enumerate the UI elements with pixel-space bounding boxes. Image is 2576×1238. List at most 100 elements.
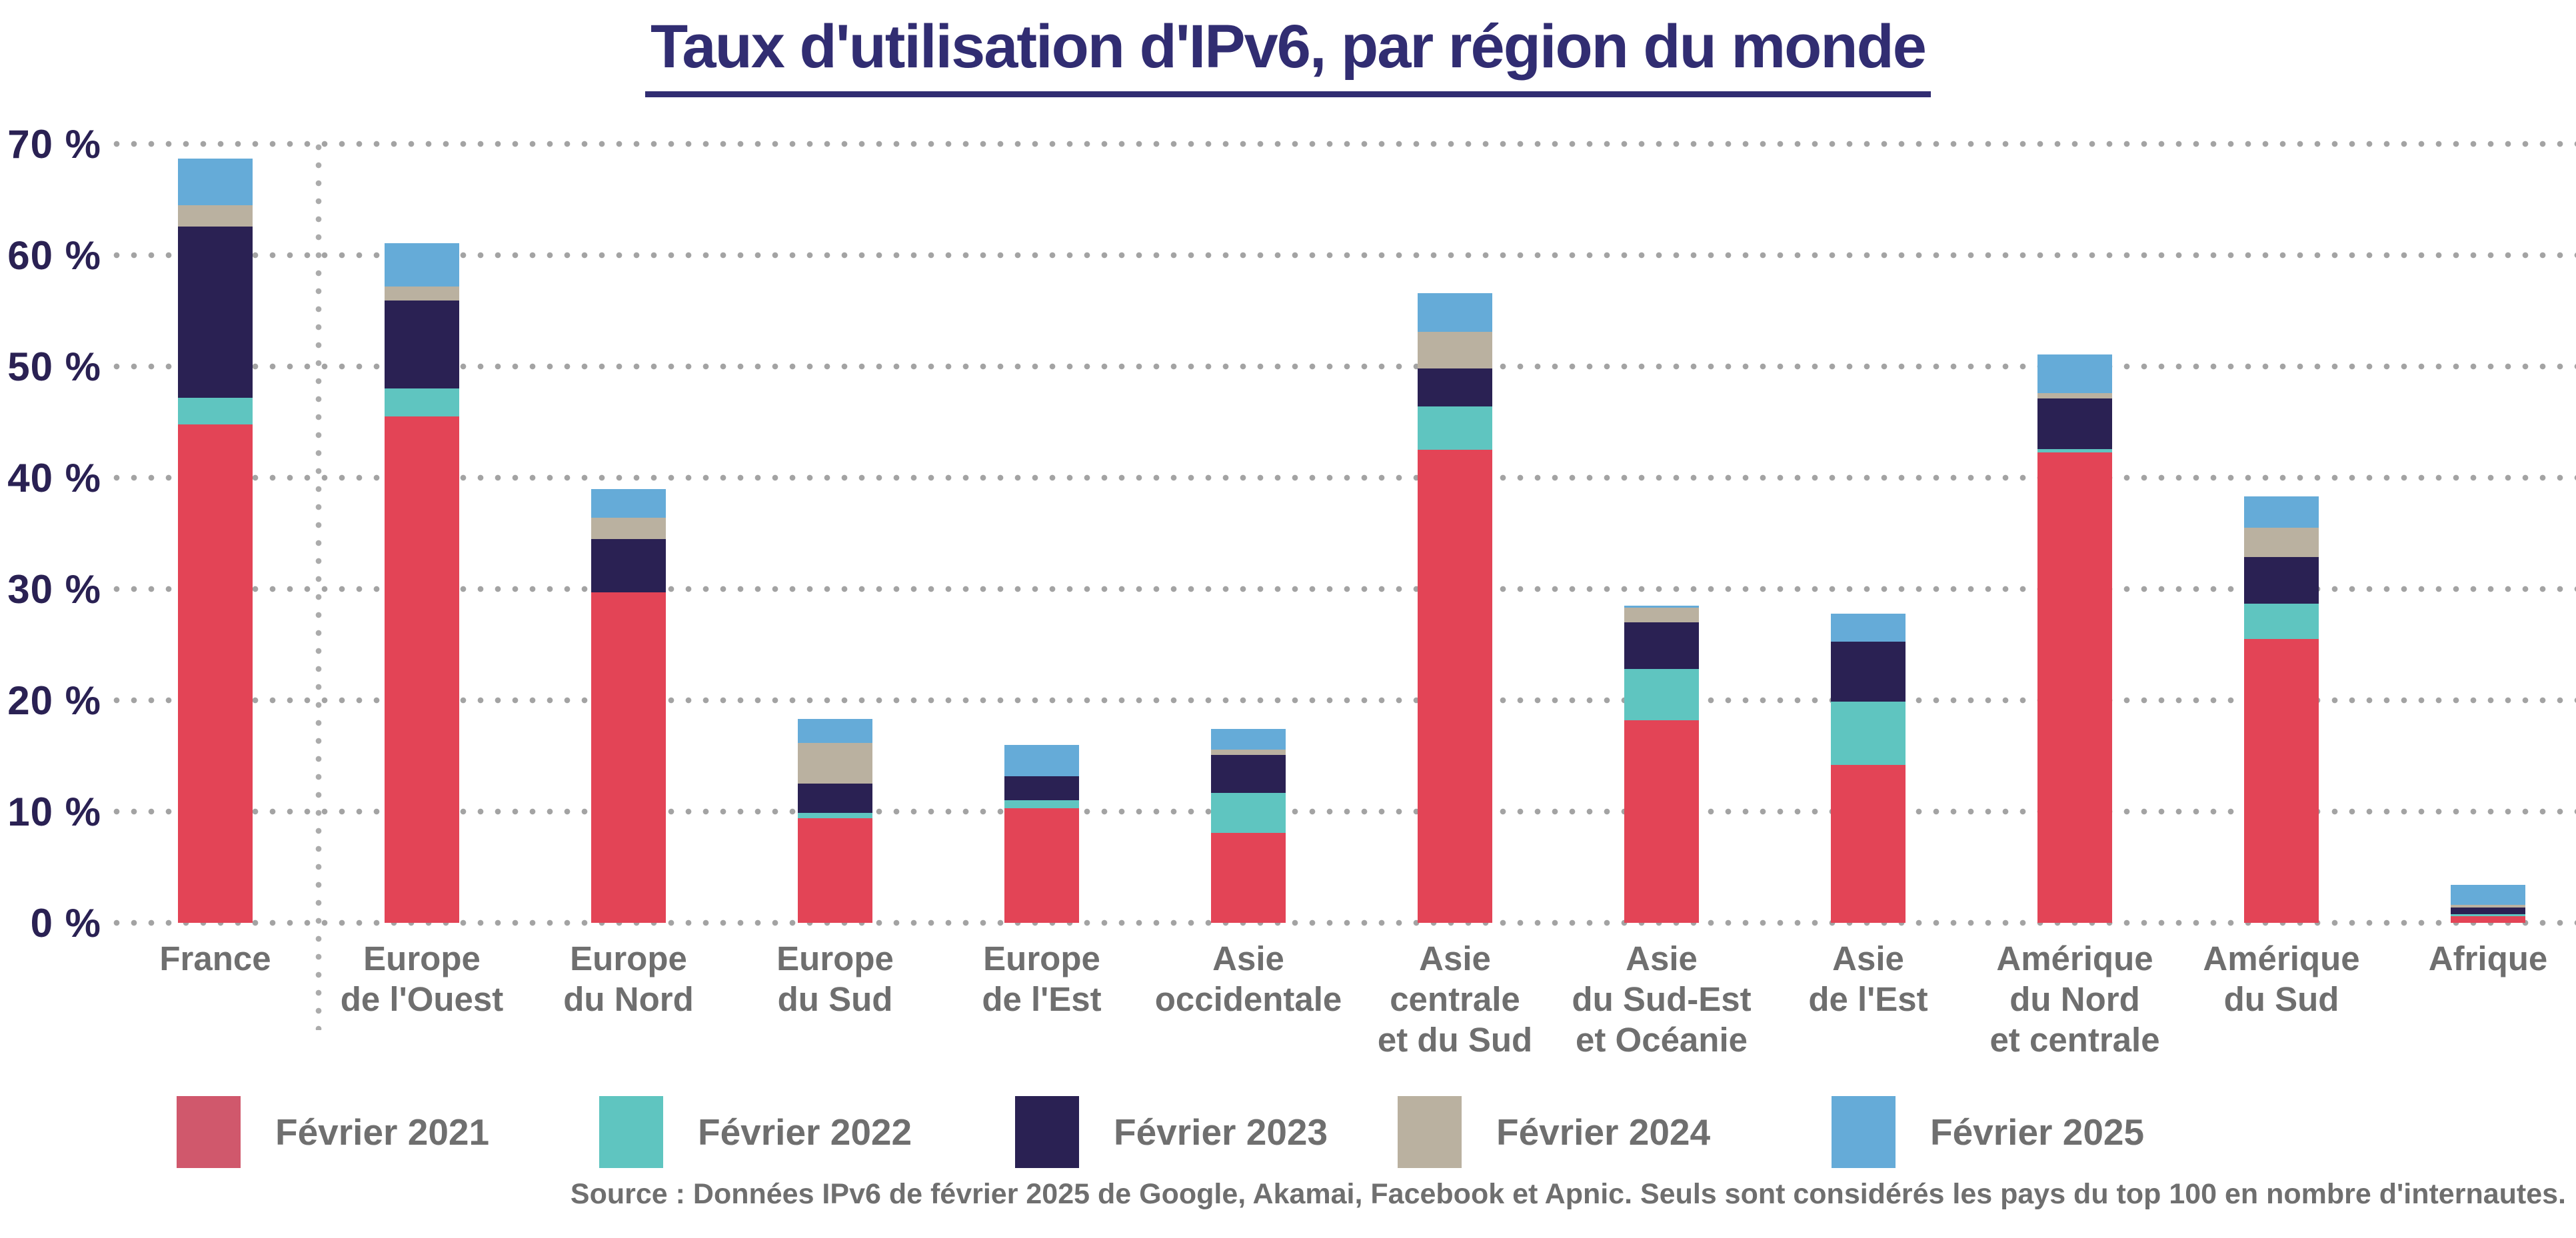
bar-segment <box>1418 332 1492 369</box>
bar-europe-du-nord <box>591 488 666 923</box>
bar-segment <box>2037 398 2112 449</box>
bar-afrique <box>2451 885 2525 923</box>
legend-item: Février 2025 <box>1832 1096 2144 1168</box>
x-axis-label-line: et Océanie <box>1576 1021 1748 1059</box>
legend-swatch <box>1832 1096 1896 1168</box>
gridline-50 <box>113 363 2576 370</box>
legend-swatch <box>1015 1096 1079 1168</box>
y-tick-label: 60 % <box>7 233 101 278</box>
bar-segment <box>1211 832 1286 923</box>
bar-segment <box>178 397 253 424</box>
legend-item: Février 2021 <box>177 1096 489 1168</box>
x-axis-label-line: Asie <box>1626 939 1698 977</box>
x-axis-label-line: du Nord <box>563 980 694 1018</box>
bar-segment <box>1004 800 1079 808</box>
bar-segment <box>1624 669 1699 721</box>
bar-segment <box>178 158 253 205</box>
bar-segment <box>385 388 459 417</box>
y-tick-label: 50 % <box>7 344 101 389</box>
x-axis-label-line: Europe <box>363 939 481 977</box>
bar-segment <box>2451 885 2525 906</box>
bar-segment <box>1418 406 1492 450</box>
bar-segment <box>2037 393 2112 399</box>
bar-segment <box>1831 641 1906 702</box>
x-axis-label: Afrique <box>2385 938 2576 979</box>
x-axis-label-line: occidentale <box>1154 980 1342 1018</box>
bar-segment <box>1004 744 1079 776</box>
bar-france <box>178 158 253 923</box>
bar-segment <box>1831 613 1906 642</box>
bar-segment <box>2451 905 2525 908</box>
bar-segment <box>1624 608 1699 623</box>
bar-segment <box>2244 528 2319 557</box>
y-tick-label: 0 % <box>30 901 101 945</box>
x-axis-label-line: de l'Ouest <box>340 980 504 1018</box>
gridline-60 <box>113 252 2576 259</box>
x-axis-label-line: Amérique <box>2203 939 2360 977</box>
bar-asie-occidentale <box>1211 729 1286 923</box>
bar-segment <box>1211 754 1286 793</box>
bar-segment <box>1624 622 1699 670</box>
x-axis-label: Europe de l'Est <box>938 938 1145 1019</box>
y-tick-label: 70 % <box>7 122 101 167</box>
x-axis-label-line: et du Sud <box>1377 1021 1533 1059</box>
bar-segment <box>591 488 666 518</box>
x-axis-label: Asie du Sud-Est et Océanie <box>1558 938 1765 1060</box>
bar-am-rique-du-nord-et-centrale <box>2037 354 2112 923</box>
legend-label: Février 2025 <box>1930 1111 2145 1153</box>
bar-segment <box>2244 639 2319 923</box>
bar-asie-du-sud-est-et-oc-anie <box>1624 606 1699 923</box>
bar-asie-centrale-et-du-sud <box>1418 293 1492 923</box>
bar-segment <box>798 818 872 923</box>
x-axis-label-line: du Nord <box>2009 980 2140 1018</box>
bar-segment <box>1211 729 1286 750</box>
x-axis-label-line: du Sud <box>777 980 893 1018</box>
bar-segment <box>1624 606 1699 608</box>
bar-segment <box>178 424 253 923</box>
x-axis-label-line: Europe <box>776 939 894 977</box>
x-axis-label-line: Asie <box>1212 939 1284 977</box>
x-axis-label-line: Afrique <box>2428 939 2548 977</box>
y-tick-label: 40 % <box>7 456 101 500</box>
bar-segment <box>1418 293 1492 332</box>
bar-asie-de-l-est <box>1831 613 1906 923</box>
bar-segment <box>1624 720 1699 923</box>
gridline-30 <box>113 586 2576 592</box>
bar-segment <box>2451 914 2525 916</box>
bar-segment <box>798 719 872 743</box>
x-axis-label: France <box>112 938 319 979</box>
bar-segment <box>2037 452 2112 923</box>
france-separator-line <box>315 144 322 1030</box>
x-axis-label-line: Asie <box>1832 939 1904 977</box>
gridline-40 <box>113 474 2576 481</box>
gridline-70 <box>113 141 2576 147</box>
bar-segment <box>2244 603 2319 640</box>
bar-europe-de-l-est <box>1004 744 1079 923</box>
bar-segment <box>1211 749 1286 755</box>
x-axis-label: Amérique du Sud <box>2178 938 2385 1019</box>
source-note: Source : Données IPv6 de février 2025 de… <box>570 1178 2566 1210</box>
bar-am-rique-du-sud <box>2244 496 2319 923</box>
x-axis-label: Europe du Nord <box>525 938 732 1019</box>
bar-segment <box>2244 496 2319 528</box>
legend-label: Février 2024 <box>1496 1111 1711 1153</box>
bar-segment <box>1211 792 1286 833</box>
gridline-20 <box>113 697 2576 704</box>
bar-segment <box>798 812 872 819</box>
bar-segment <box>1831 701 1906 765</box>
x-axis-label: Europe de l'Ouest <box>319 938 525 1019</box>
chart-header: Taux d'utilisation d'IPv6, par région du… <box>0 12 2576 97</box>
legend-item: Février 2024 <box>1398 1096 1710 1168</box>
bar-segment <box>2037 354 2112 394</box>
bar-segment <box>385 416 459 923</box>
bar-segment <box>1418 450 1492 923</box>
bar-segment <box>178 205 253 227</box>
x-axis-label-line: du Sud-Est <box>1572 980 1752 1018</box>
bar-segment <box>2244 556 2319 604</box>
x-axis-label-line: Europe <box>983 939 1100 977</box>
x-axis-label-line: Asie <box>1419 939 1491 977</box>
bar-segment <box>2451 907 2525 914</box>
bar-segment <box>2037 448 2112 452</box>
x-axis-label: Asie centrale et du Sud <box>1352 938 1558 1060</box>
bar-segment <box>591 518 666 539</box>
